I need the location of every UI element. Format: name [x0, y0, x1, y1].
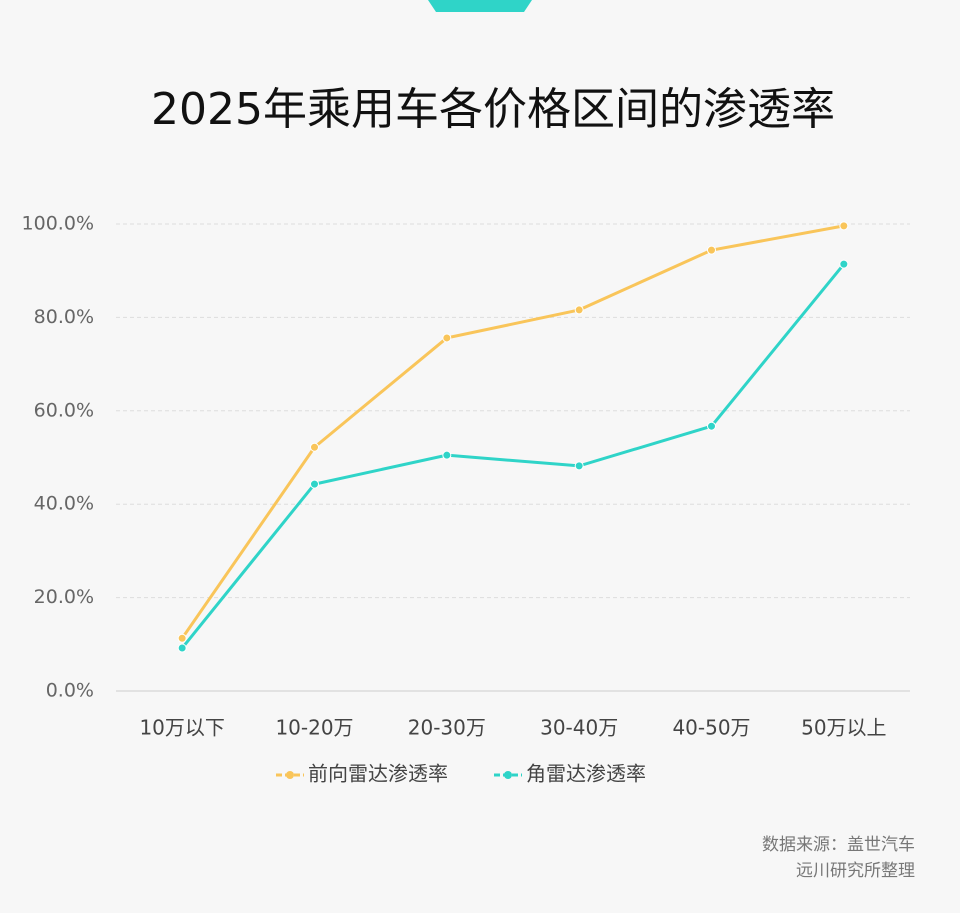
chart-title: 2025年乘用车各价格区间的渗透率 [151, 84, 835, 135]
y-tick-label: 0.0% [46, 680, 94, 702]
data-point [310, 479, 319, 489]
data-point [442, 450, 452, 460]
top-tab [428, 0, 532, 12]
data-point [839, 221, 849, 231]
series-line [180, 263, 845, 649]
y-tick-label: 40.0% [34, 493, 94, 515]
data-point [574, 305, 584, 315]
source-note: 远川研究所整理 [796, 861, 915, 881]
source-note: 数据来源：盖世汽车 [762, 835, 915, 855]
legend-label: 前向雷达渗透率 [308, 762, 448, 786]
data-point [310, 442, 319, 452]
legend-label: 角雷达渗透率 [526, 762, 646, 786]
legend-swatch [286, 771, 294, 779]
data-point [177, 643, 187, 653]
y-tick-label: 60.0% [34, 399, 94, 421]
x-tick-label: 20-30万 [408, 716, 486, 740]
y-tick-label: 100.0% [22, 213, 94, 235]
x-tick-label: 30-40万 [540, 716, 618, 740]
x-tick-label: 50万以上 [801, 716, 886, 740]
data-point [177, 633, 187, 643]
x-tick-label: 40-50万 [672, 716, 750, 740]
data-point [707, 245, 716, 255]
data-point [839, 259, 849, 269]
legend-swatch [504, 771, 512, 779]
data-point [442, 333, 452, 343]
x-tick-label: 10万以下 [139, 716, 224, 740]
y-tick-label: 80.0% [34, 306, 94, 328]
data-point [574, 461, 584, 471]
series-line [180, 224, 845, 640]
data-point [707, 421, 716, 431]
y-tick-label: 20.0% [34, 586, 94, 608]
x-tick-label: 10-20万 [275, 716, 353, 740]
